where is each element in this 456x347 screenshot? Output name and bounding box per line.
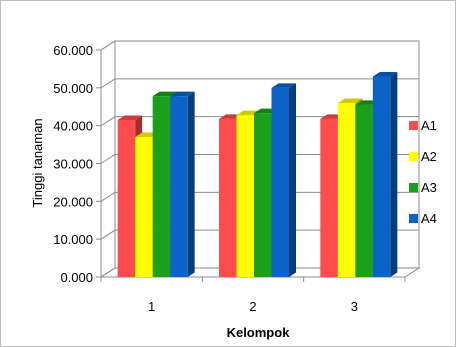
- y-tick-label: 30.000: [53, 157, 93, 172]
- x-axis-ticks: 1 2 3: [100, 277, 406, 314]
- bar-front: [372, 76, 391, 277]
- gridline: [100, 78, 419, 89]
- gridline: [100, 116, 419, 127]
- gridline: [100, 191, 419, 202]
- bar-front: [152, 96, 171, 277]
- bar: [170, 91, 195, 277]
- bar-top: [271, 83, 296, 88]
- bar-side: [187, 91, 195, 277]
- bar-side: [390, 71, 398, 277]
- bar-front: [117, 119, 136, 277]
- legend-label: A4: [421, 211, 437, 226]
- y-tick-label: 50.000: [53, 81, 93, 96]
- legend-swatch: [409, 152, 418, 161]
- x-tick-label: 3: [351, 299, 358, 314]
- bar-front: [254, 113, 272, 277]
- bar-top: [152, 91, 178, 97]
- legend-item: A1: [409, 118, 437, 133]
- bar-front: [170, 96, 188, 277]
- legend-item: A3: [409, 180, 437, 195]
- gridline: [100, 267, 419, 278]
- bar: [271, 83, 296, 277]
- bar-front: [135, 137, 153, 277]
- legend-label: A1: [421, 118, 437, 133]
- bar-front: [236, 115, 254, 277]
- bar-front: [271, 87, 289, 277]
- legend-label: A2: [421, 149, 437, 164]
- legend: A1 A2 A3 A4: [409, 118, 437, 226]
- bar-top: [337, 98, 363, 103]
- y-tick-label: 20.000: [53, 194, 93, 209]
- legend-swatch: [409, 214, 418, 223]
- x-axis-title: Kelompok: [227, 325, 291, 340]
- bar-front: [320, 118, 338, 278]
- y-tick-label: 0.000: [60, 270, 93, 285]
- bars: [117, 71, 398, 278]
- bar-front: [355, 104, 373, 277]
- y-tick-label: 10.000: [53, 232, 93, 247]
- gridline: [100, 40, 419, 51]
- bar: [372, 71, 398, 277]
- y-axis-title: Tinggi tanaman: [30, 118, 45, 207]
- legend-label: A3: [421, 180, 437, 195]
- bar-front: [219, 118, 237, 278]
- gridline: [100, 154, 419, 164]
- bar-top: [117, 115, 143, 120]
- legend-swatch: [409, 183, 418, 192]
- gridlines: [100, 40, 419, 278]
- y-tick-label: 40.000: [53, 119, 93, 134]
- bar-top: [372, 71, 398, 77]
- bar-side: [289, 83, 296, 277]
- y-axis-ticks: 0.000 10.000 20.000 30.000 40.000 50.000 60.00…: [53, 43, 102, 285]
- bar-top: [170, 91, 195, 97]
- gridline: [100, 229, 419, 240]
- legend-item: A2: [409, 149, 437, 164]
- x-tick-label: 2: [249, 299, 256, 314]
- y-tick-label: 60.000: [53, 43, 93, 58]
- legend-swatch: [409, 121, 418, 130]
- bar-front: [337, 102, 356, 277]
- legend-item: A4: [409, 211, 437, 226]
- x-tick-label: 1: [148, 299, 155, 314]
